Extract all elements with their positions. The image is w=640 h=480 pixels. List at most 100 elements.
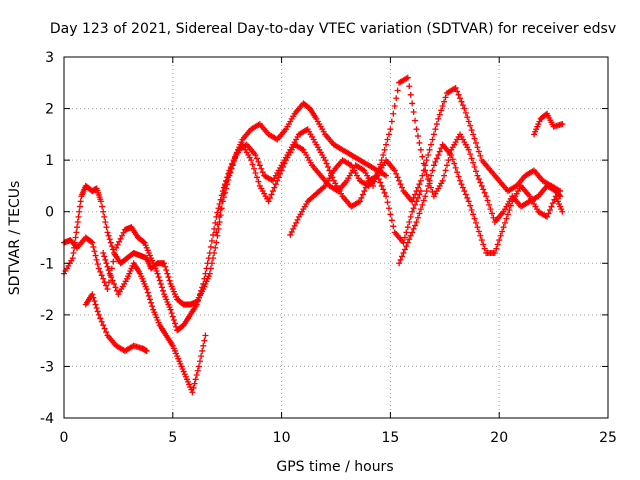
data-point [474,172,481,179]
data-point [409,208,416,215]
data-point [503,215,510,222]
data-point [467,202,474,209]
data-point [190,384,197,391]
data-point [167,306,174,313]
series-track-5 [213,74,564,236]
data-point [120,229,127,236]
data-point [480,186,487,193]
data-point [477,152,484,159]
data-point [471,135,478,142]
data-point [404,239,411,246]
data-point [105,279,112,286]
data-point [94,261,101,268]
data-point [430,131,437,138]
data-point [322,157,329,164]
data-point [381,146,388,153]
data-point [475,148,482,155]
data-point [256,162,263,169]
data-point [76,203,83,210]
data-point [109,277,116,284]
data-point [478,237,485,244]
data-point [474,144,481,151]
data-point [377,161,384,168]
data-point [471,164,478,171]
data-point [464,194,471,201]
data-point [413,219,420,226]
data-point [202,270,209,277]
data-point [378,182,385,189]
data-point [101,325,108,332]
data-point [454,88,461,95]
data-point [224,174,231,181]
data-point [226,170,233,177]
data-point [98,272,105,279]
data-point [193,301,200,308]
x-tick-label: 25 [599,430,617,446]
data-point [556,192,563,199]
data-point [488,210,495,217]
data-point [223,178,230,185]
data-point [401,246,408,253]
data-point [425,151,432,158]
data-point [397,181,404,188]
data-point [500,224,507,231]
data-point [396,260,403,267]
y-axis-label: SDTVAR / TECUs [7,181,23,296]
data-point [433,121,440,128]
data-point [201,337,208,344]
data-point [92,301,99,308]
data-point [471,215,478,222]
series-track-2 [61,126,424,334]
data-point [97,268,104,275]
data-point [255,178,262,185]
data-point [417,146,424,153]
data-point [248,157,255,164]
data-point [436,148,443,155]
grid [64,57,608,418]
data-point [269,188,276,195]
series-track-8 [531,110,566,138]
data-point [105,267,112,274]
data-point [100,249,107,256]
data-point [102,256,109,263]
data-point [420,197,427,204]
data-point [265,198,272,205]
data-point [290,225,297,232]
data-point [461,105,468,112]
data-point [140,238,147,245]
data-point [429,167,436,174]
data-point [465,118,472,125]
data-point [475,176,482,183]
data-point [95,265,102,272]
data-point [201,275,208,282]
data-point [483,193,490,200]
data-point [288,228,295,235]
data-point [252,151,259,158]
data-point [491,249,498,256]
data-point [459,184,466,191]
data-point [287,231,294,238]
data-point [384,199,391,206]
data-point [396,177,403,184]
data-point [108,265,115,272]
data-point [468,127,475,134]
data-point [195,294,202,301]
data-point [98,318,105,325]
data-point [149,303,156,310]
data-point [409,229,416,236]
data-point [200,280,207,287]
data-point [144,289,151,296]
data-point [229,161,236,168]
series-track-6 [287,84,564,238]
data-point [432,126,439,133]
data-point [113,244,120,251]
data-point [116,238,123,245]
data-point [467,122,474,129]
data-point [486,201,493,208]
x-axis-label: GPS time / hours [276,459,393,475]
data-point [430,162,437,169]
data-point [197,358,203,365]
data-point [452,164,459,171]
